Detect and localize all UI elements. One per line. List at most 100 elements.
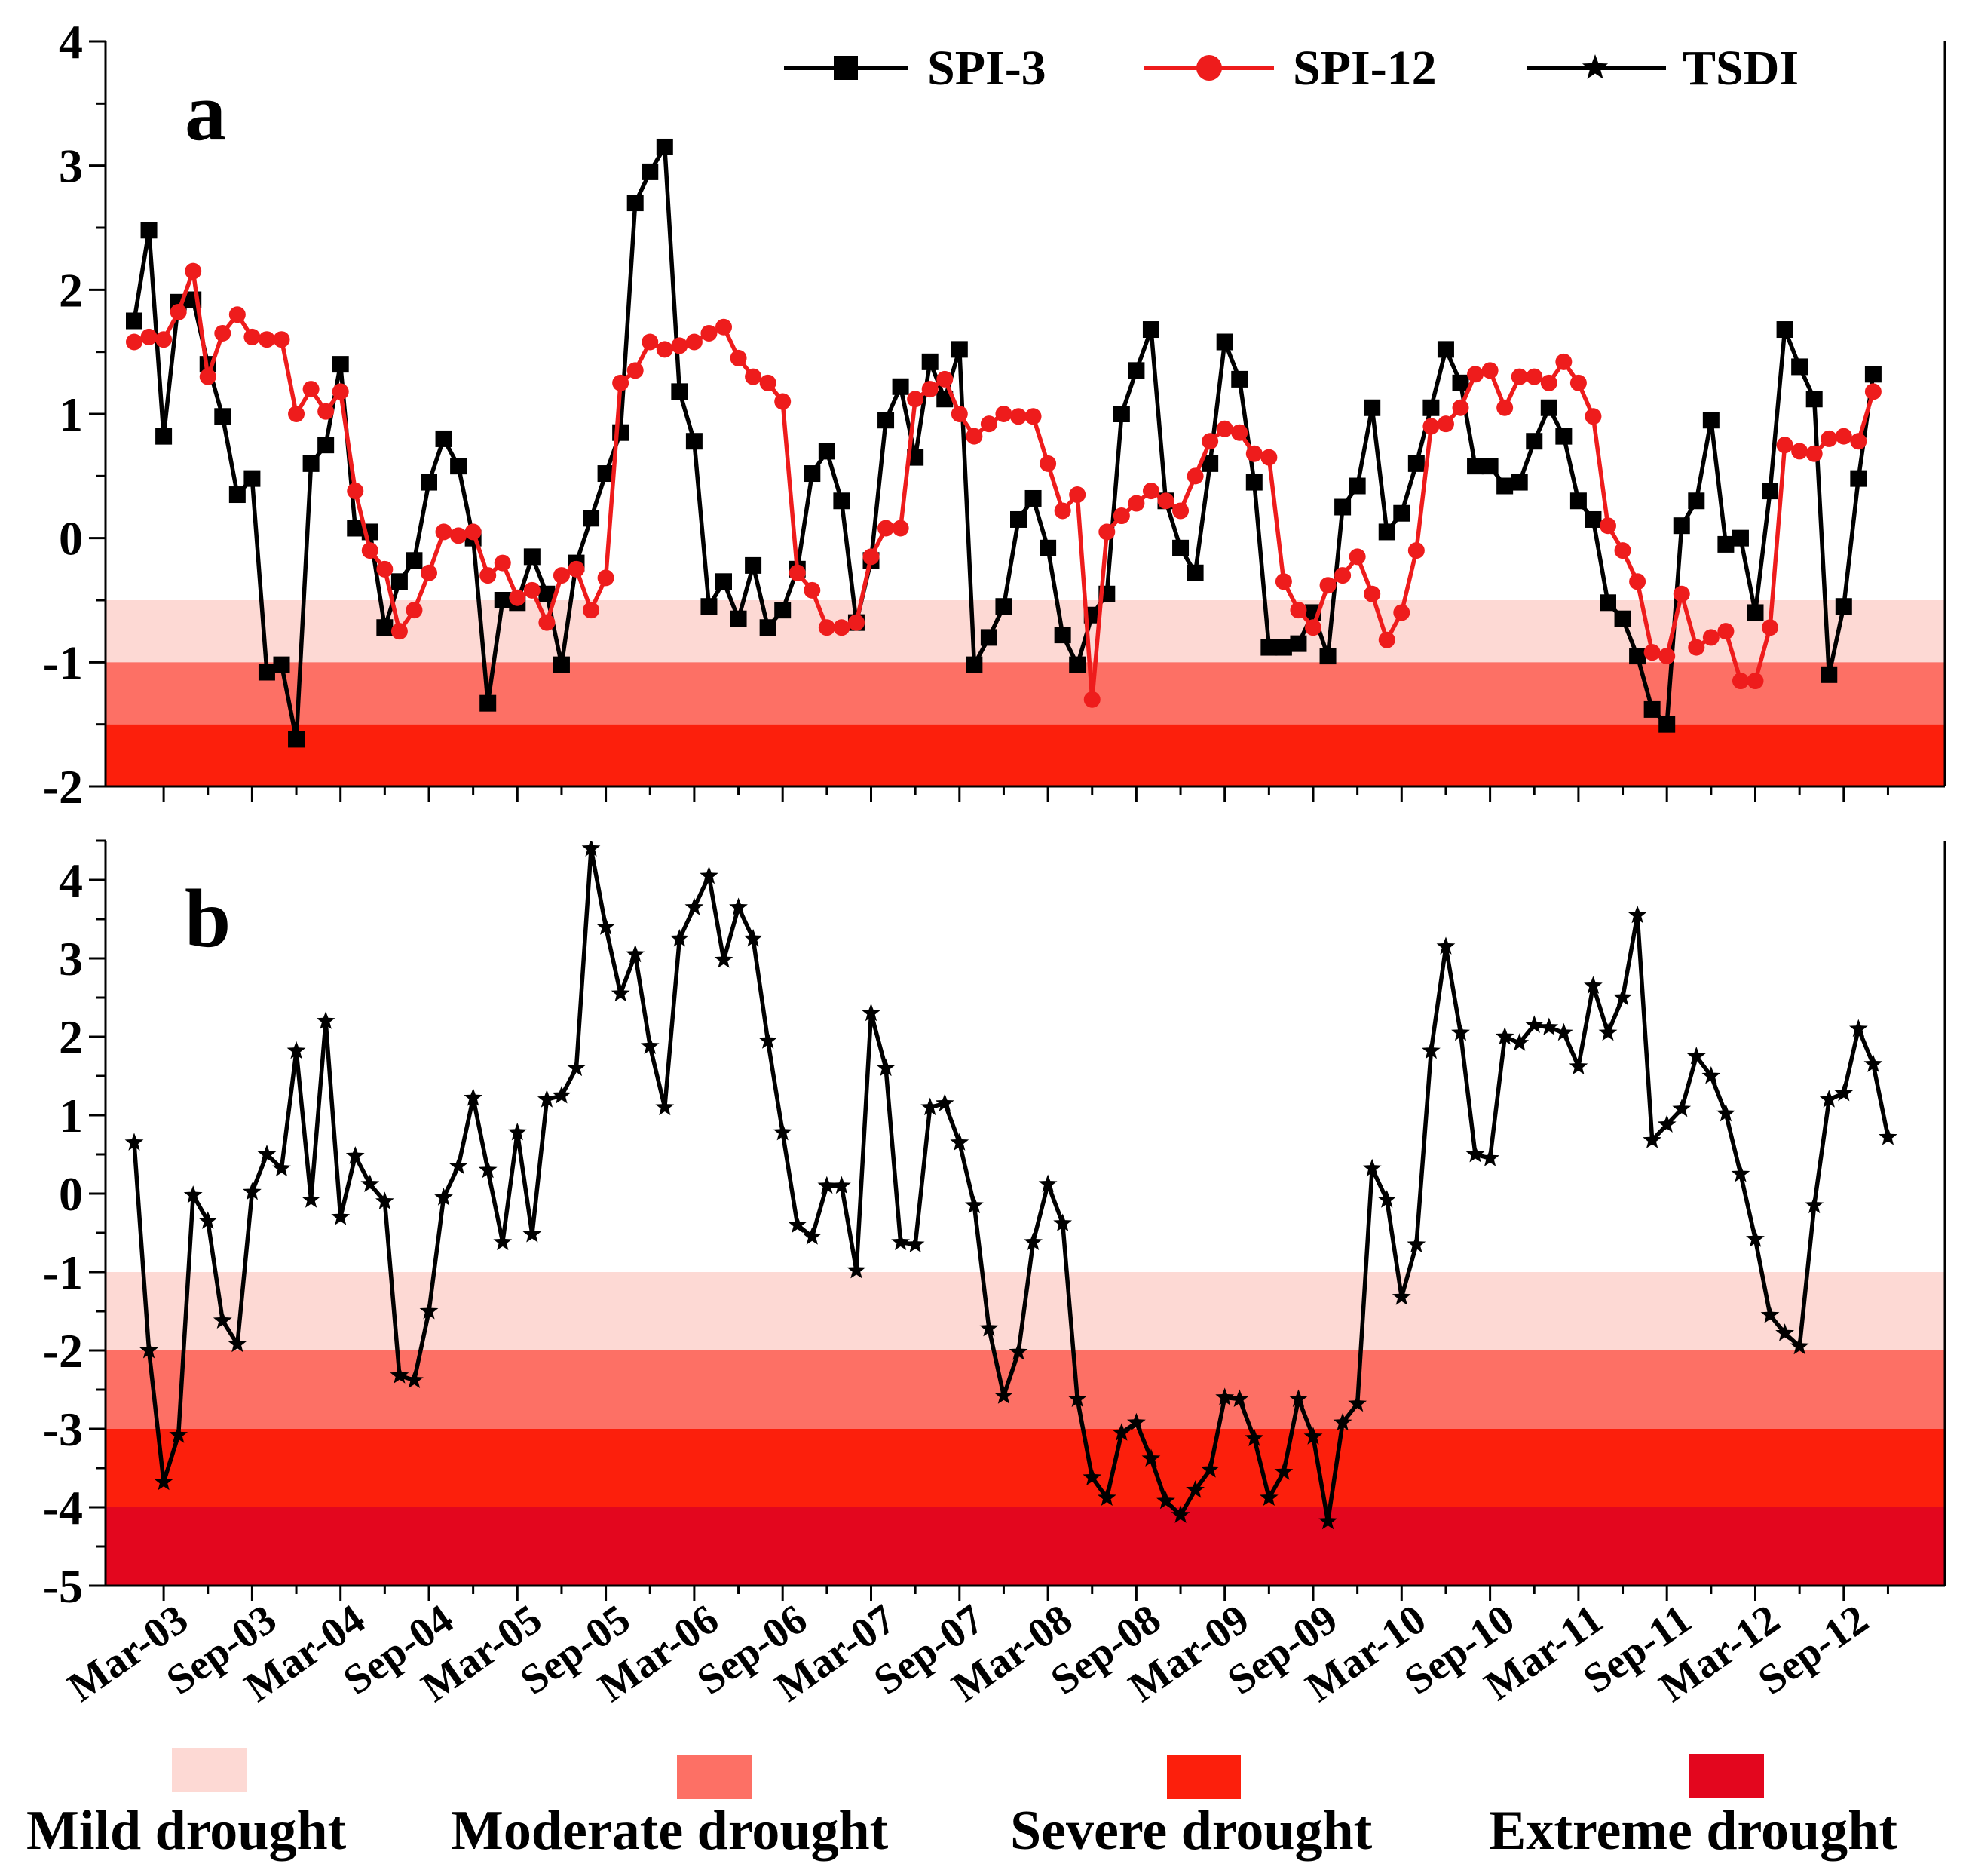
data-point-spi12 <box>612 374 629 391</box>
data-point-spi3 <box>715 573 732 590</box>
data-point-tsdi <box>1289 1389 1308 1407</box>
data-point-spi12 <box>921 381 939 398</box>
data-point-spi3 <box>1334 498 1352 516</box>
data-point-spi12 <box>1585 408 1602 425</box>
data-point-tsdi <box>891 1232 910 1250</box>
data-point-spi12 <box>715 318 732 336</box>
data-point-tsdi <box>1171 1505 1190 1523</box>
data-point-spi3 <box>1585 510 1602 528</box>
data-point-spi3 <box>435 430 452 447</box>
data-point-spi3 <box>1496 477 1514 495</box>
legend-marker-spi12 <box>1196 55 1222 81</box>
data-point-spi12 <box>1157 492 1174 510</box>
data-point-tsdi <box>876 1058 896 1077</box>
data-point-spi12 <box>1098 523 1116 541</box>
drought-class-legend: Mild drought Moderate drought Severe dro… <box>26 1748 1897 1862</box>
data-point-tsdi <box>1230 1389 1249 1407</box>
data-point-spi12 <box>464 523 482 541</box>
panel-label-a: a <box>185 66 226 158</box>
data-point-spi12 <box>568 560 585 578</box>
data-point-tsdi <box>272 1158 291 1177</box>
data-point-spi12 <box>1275 573 1292 590</box>
y-tick-label-a: 2 <box>59 263 83 317</box>
data-point-spi3 <box>1732 529 1749 547</box>
data-point-spi12 <box>995 406 1012 422</box>
data-point-spi3 <box>1614 610 1631 627</box>
legend-text-tsdi: TSDI <box>1683 41 1799 96</box>
data-point-spi12 <box>685 333 703 351</box>
data-point-spi12 <box>774 393 792 410</box>
data-point-tsdi <box>1790 1336 1809 1355</box>
drought-band-a-1 <box>106 662 1945 725</box>
data-point-spi12 <box>1010 408 1027 425</box>
data-point-spi12 <box>1864 383 1882 400</box>
data-point-spi3 <box>140 222 158 239</box>
data-point-tsdi <box>596 917 615 935</box>
data-point-spi3 <box>1113 406 1130 422</box>
data-point-tsdi <box>1643 1130 1661 1148</box>
data-point-tsdi <box>243 1182 262 1200</box>
data-point-spi12 <box>214 324 231 342</box>
data-point-spi3 <box>1378 523 1395 541</box>
data-point-spi12 <box>1791 443 1808 460</box>
data-point-tsdi <box>1186 1480 1205 1498</box>
data-point-spi12 <box>243 328 261 345</box>
data-point-spi12 <box>583 602 600 619</box>
data-point-tsdi <box>832 1176 851 1194</box>
data-point-spi12 <box>1290 602 1307 619</box>
data-point-spi12 <box>1850 433 1867 450</box>
data-point-spi12 <box>1319 577 1337 594</box>
data-point-spi12 <box>1245 445 1263 462</box>
data-point-spi12 <box>1202 433 1219 450</box>
data-point-spi3 <box>642 163 659 180</box>
axes-b: -5 -4 -3 -2 -1 0 1 2 3 4 <box>43 839 1946 1613</box>
data-point-spi12 <box>1821 430 1838 447</box>
data-point-spi12 <box>1407 542 1425 559</box>
data-point-spi3 <box>1791 358 1808 376</box>
data-point-spi12 <box>1702 629 1720 646</box>
data-point-spi3 <box>538 585 556 602</box>
legend-swatch-extreme <box>1689 1754 1764 1798</box>
data-point-tsdi <box>684 897 704 915</box>
data-point-tsdi <box>1524 1015 1544 1033</box>
data-point-tsdi <box>1097 1488 1116 1506</box>
data-point-tsdi <box>567 1058 586 1077</box>
data-point-spi3 <box>833 492 850 510</box>
data-point-spi12 <box>1172 502 1190 520</box>
data-point-tsdi <box>154 1472 173 1491</box>
data-point-tsdi <box>1834 1083 1854 1102</box>
data-point-spi3 <box>1540 399 1557 416</box>
data-point-tsdi <box>1392 1287 1411 1305</box>
y-tick-label-b: 3 <box>59 932 83 986</box>
data-point-spi12 <box>185 262 202 280</box>
y-tick-label-b: -1 <box>43 1246 83 1299</box>
data-point-spi12 <box>1187 467 1204 485</box>
data-point-tsdi <box>743 929 763 947</box>
data-point-spi3 <box>597 465 614 483</box>
data-point-spi3 <box>1349 477 1366 495</box>
y-tick-label-b: -5 <box>43 1559 83 1613</box>
data-point-spi12 <box>700 324 718 342</box>
data-point-spi12 <box>656 341 673 358</box>
data-point-tsdi <box>1716 1103 1735 1122</box>
data-point-spi12 <box>1260 449 1278 466</box>
data-point-tsdi <box>1863 1054 1883 1072</box>
data-point-spi3 <box>1688 492 1705 510</box>
data-point-spi3 <box>1569 492 1587 510</box>
data-point-tsdi <box>1598 1022 1618 1041</box>
data-point-tsdi <box>1156 1491 1175 1510</box>
data-point-tsdi <box>1436 936 1456 955</box>
series-lines-a <box>126 138 1882 748</box>
data-point-tsdi <box>257 1145 277 1163</box>
data-point-spi3 <box>1290 635 1307 652</box>
data-point-spi12 <box>980 415 997 433</box>
data-point-spi3 <box>1850 470 1867 487</box>
data-point-tsdi <box>847 1260 866 1279</box>
drought-band-b-1 <box>106 1350 1945 1429</box>
data-point-tsdi <box>1849 1019 1868 1038</box>
data-point-spi3 <box>1260 639 1278 656</box>
data-point-tsdi <box>478 1160 498 1179</box>
data-point-tsdi <box>493 1232 513 1250</box>
data-point-tsdi <box>1657 1114 1677 1133</box>
